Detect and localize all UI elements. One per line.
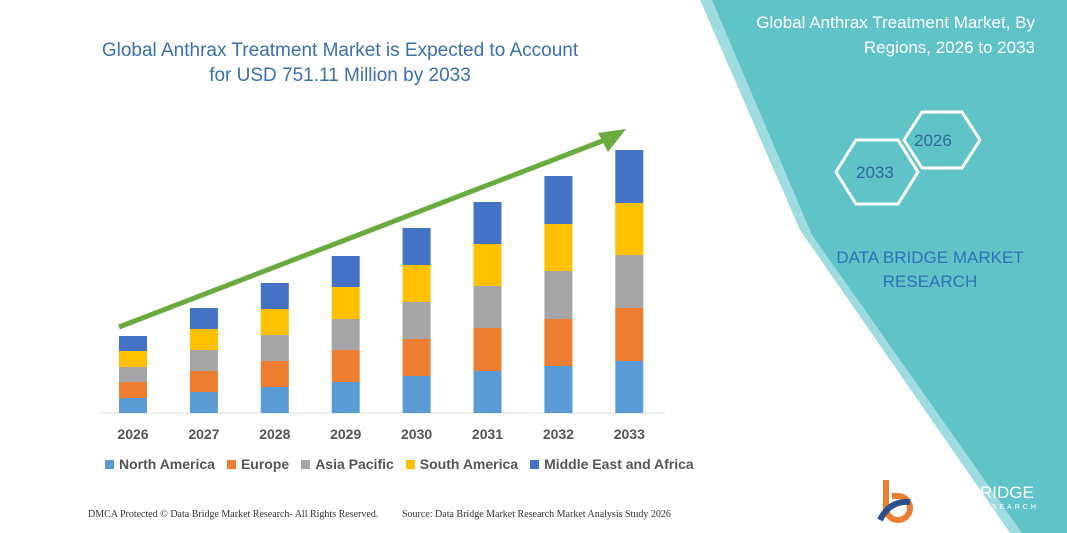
x-tick-label: 2026 [117, 426, 148, 442]
legend-swatch [530, 459, 540, 469]
bar-segment-north-america-2027 [189, 392, 218, 413]
bar-segment-middle-east-and-africa-2032 [544, 176, 573, 224]
bar-segment-south-america-2031 [473, 244, 502, 286]
trend-arrow-head-icon [598, 129, 626, 152]
bar-segment-north-america-2026 [119, 398, 147, 413]
bar-segment-asia-pacific-2032 [544, 271, 573, 319]
panel-title: Global Anthrax Treatment Market, By Regi… [756, 13, 1035, 57]
legend-swatch [226, 459, 236, 469]
trend-arrow-line [118, 135, 611, 330]
bar-segment-asia-pacific-2029 [331, 319, 360, 350]
bar-segment-middle-east-and-africa-2028 [260, 283, 289, 309]
hexagon-2033 [834, 138, 920, 206]
bar-segment-europe-2031 [473, 328, 502, 371]
legend-label: Middle East and Africa [544, 456, 694, 472]
bar-segment-europe-2029 [331, 350, 360, 382]
bar-segment-middle-east-and-africa-2031 [473, 202, 502, 244]
bar-segment-north-america-2031 [473, 371, 502, 413]
bar-segment-north-america-2029 [331, 382, 360, 413]
bar-segment-south-america-2030 [402, 265, 431, 302]
legend-label: South America [419, 456, 519, 472]
hex-label-2033: 2033 [856, 163, 894, 182]
legend-swatch [405, 459, 415, 469]
bar-segment-middle-east-and-africa-2030 [402, 228, 431, 265]
bar-segment-south-america-2029 [331, 287, 360, 319]
bar-segment-south-america-2033 [615, 203, 644, 255]
brand-text: DATA BRIDGE MARKET RESEARCH [836, 248, 1024, 291]
bar-segment-europe-2028 [260, 361, 289, 387]
legend-item-north-america: North America [105, 456, 215, 472]
chart-title: Global Anthrax Treatment Market is Expec… [101, 40, 579, 86]
bar-segment-asia-pacific-2033 [615, 255, 644, 308]
hex-label-2026: 2026 [914, 131, 952, 150]
bar-segment-south-america-2028 [260, 309, 289, 335]
x-tick-label: 2030 [401, 426, 432, 442]
source-note: Source: Data Bridge Market Research Mark… [402, 509, 671, 520]
legend-swatch [105, 459, 114, 469]
x-tick-label: 2031 [472, 426, 503, 442]
data-bridge-logo-icon [877, 480, 913, 523]
bar-segment-middle-east-and-africa-2026 [119, 336, 147, 351]
bar-segment-europe-2027 [189, 371, 218, 392]
bar-segment-europe-2026 [119, 382, 147, 398]
legend-item-asia-pacific: Asia Pacific [301, 456, 394, 472]
bar-segment-south-america-2026 [119, 351, 147, 367]
bar-segment-south-america-2032 [544, 224, 573, 271]
legend-item-south-america: South America [405, 456, 519, 472]
legend-label: Europe [240, 456, 290, 472]
logo-subtext: MARKET RESEARCH [924, 504, 1039, 511]
legend-item-europe: Europe [226, 456, 290, 472]
legend: North America Europe Asia Pacific South … [105, 456, 694, 472]
bar-segment-north-america-2028 [260, 387, 289, 413]
x-tick-label: 2033 [614, 426, 645, 442]
x-tick-label: 2027 [188, 426, 219, 442]
bar-segment-north-america-2030 [402, 376, 431, 413]
bar-segment-middle-east-and-africa-2029 [331, 256, 360, 287]
x-tick-label: 2028 [259, 426, 290, 442]
logo-text: DATA BRIDGE [922, 483, 1034, 502]
legend-swatch [301, 459, 311, 469]
teal-panel [712, 0, 1067, 533]
bar-segment-asia-pacific-2026 [119, 367, 147, 382]
hexagon-2026 [902, 110, 982, 170]
x-tick-label: 2029 [330, 426, 361, 442]
x-tick-label: 2032 [543, 426, 574, 442]
bar-segment-middle-east-and-africa-2027 [189, 308, 218, 329]
bar-segment-asia-pacific-2027 [189, 350, 218, 371]
bar-segment-asia-pacific-2028 [260, 335, 289, 361]
legend-item-middle-east-africa: Middle East and Africa [530, 456, 694, 472]
bar-segment-europe-2033 [615, 308, 644, 361]
legend-label: North America [119, 456, 215, 472]
dmca-notice: DMCA Protected © Data Bridge Market Rese… [88, 509, 379, 520]
bar-segment-asia-pacific-2030 [402, 302, 431, 339]
bar-segment-europe-2032 [544, 319, 573, 366]
legend-label: Asia Pacific [315, 456, 394, 472]
bar-segment-middle-east-and-africa-2033 [615, 150, 644, 203]
bar-segment-europe-2030 [402, 339, 431, 376]
bar-segment-north-america-2033 [615, 361, 644, 413]
bar-segment-south-america-2027 [189, 329, 218, 350]
bar-segment-north-america-2032 [544, 366, 573, 413]
bar-segment-asia-pacific-2031 [473, 286, 502, 328]
